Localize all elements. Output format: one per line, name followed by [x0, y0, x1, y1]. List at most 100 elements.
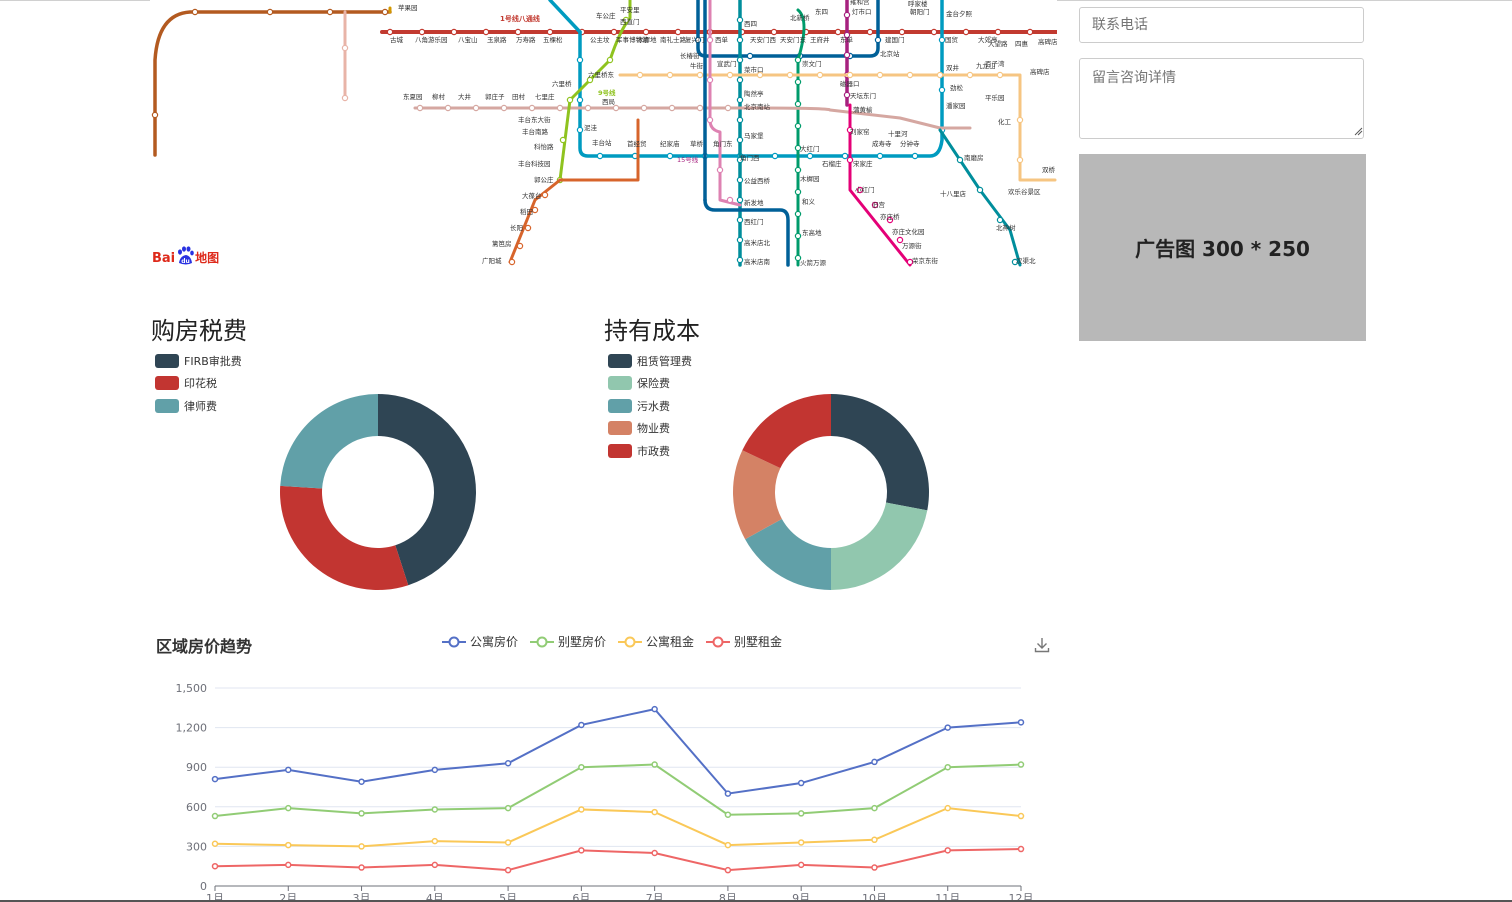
data-point[interactable] [431, 806, 439, 813]
station-dot[interactable] [726, 196, 734, 204]
data-point[interactable] [724, 811, 732, 818]
data-point[interactable] [944, 804, 951, 812]
station-dot[interactable] [846, 71, 854, 79]
station-dot[interactable] [610, 28, 618, 36]
data-point[interactable] [797, 779, 805, 787]
station-dot[interactable] [668, 104, 676, 112]
station-dot[interactable] [724, 104, 732, 112]
station-dot[interactable] [694, 36, 702, 44]
station-dot[interactable] [386, 28, 394, 36]
holding-cost-slice[interactable] [742, 394, 831, 469]
data-point[interactable] [504, 759, 512, 767]
station-dot[interactable] [874, 36, 882, 44]
line-14[interactable] [413, 106, 972, 130]
station-dot[interactable] [994, 28, 1002, 36]
subway-line[interactable] [548, 0, 582, 34]
station-dot[interactable] [450, 28, 458, 36]
data-point[interactable] [1017, 761, 1025, 768]
purchase-tax-slice[interactable] [280, 485, 409, 590]
data-point[interactable] [724, 841, 732, 849]
station-dot[interactable] [996, 71, 1004, 79]
station-dot[interactable] [794, 78, 802, 86]
station-dot[interactable] [266, 8, 274, 16]
line-fangshan[interactable] [508, 178, 562, 264]
station-dot[interactable] [736, 256, 744, 264]
station-dot[interactable] [559, 136, 567, 144]
data-point[interactable] [285, 804, 292, 812]
station-dot[interactable] [706, 116, 714, 124]
station-dot[interactable] [794, 254, 802, 262]
station-dot[interactable] [911, 152, 919, 160]
station-dot[interactable] [896, 236, 904, 244]
data-point[interactable] [504, 804, 512, 812]
purchase-tax-donut[interactable] [273, 387, 483, 597]
station-dot[interactable] [472, 104, 480, 112]
holding-cost-slice[interactable] [831, 502, 928, 590]
station-dot[interactable] [843, 51, 851, 59]
station-dot[interactable] [566, 96, 574, 104]
station-dot[interactable] [746, 52, 754, 60]
station-dot[interactable] [1016, 116, 1024, 124]
station-dot[interactable] [586, 76, 594, 84]
station-dot[interactable] [736, 216, 744, 224]
data-point[interactable] [944, 724, 951, 731]
data-point[interactable] [285, 841, 292, 849]
station-dot[interactable] [996, 216, 1004, 224]
station-dot[interactable] [930, 28, 938, 36]
data-point[interactable] [504, 866, 512, 874]
data-point[interactable] [1017, 812, 1025, 820]
station-dot[interactable] [871, 201, 879, 209]
station-dot[interactable] [716, 166, 724, 174]
station-dot[interactable] [341, 44, 349, 52]
data-point[interactable] [1017, 719, 1025, 726]
station-dot[interactable] [500, 104, 508, 112]
station-dot[interactable] [151, 111, 159, 119]
data-point[interactable] [797, 810, 805, 817]
station-dot[interactable] [938, 36, 946, 44]
data-point[interactable] [358, 864, 365, 871]
station-dot[interactable] [816, 71, 824, 79]
data-point[interactable] [578, 806, 585, 813]
station-dot[interactable] [866, 28, 874, 36]
data-point[interactable] [431, 837, 439, 845]
station-dot[interactable] [546, 28, 554, 36]
station-dot[interactable] [556, 104, 564, 112]
data-point[interactable] [578, 763, 585, 771]
subway-line[interactable] [558, 118, 640, 182]
data-point[interactable] [358, 778, 365, 785]
station-dot[interactable] [381, 8, 389, 16]
data-point[interactable] [871, 836, 878, 844]
data-point[interactable] [651, 705, 658, 713]
line-10[interactable] [578, 0, 944, 158]
station-dot[interactable] [962, 28, 970, 36]
station-dot[interactable] [794, 166, 802, 174]
data-point[interactable] [285, 861, 292, 869]
station-dot[interactable] [191, 8, 199, 16]
data-point[interactable] [797, 861, 805, 869]
holding-cost-slice[interactable] [831, 394, 929, 511]
data-point[interactable] [651, 849, 658, 857]
station-dot[interactable] [674, 28, 682, 36]
station-dot[interactable] [876, 71, 884, 79]
legend-item-sewage[interactable]: 污水费 [608, 399, 670, 413]
data-point[interactable] [871, 804, 878, 812]
data-point[interactable] [1017, 845, 1025, 853]
station-dot[interactable] [794, 122, 802, 130]
station-dot[interactable] [541, 191, 549, 199]
legend-series-apartment-rent[interactable]: 公寓租金 [618, 633, 694, 650]
series-line[interactable] [214, 807, 1022, 848]
station-dot[interactable] [876, 152, 884, 160]
station-dot[interactable] [794, 188, 802, 196]
station-dot[interactable] [936, 71, 944, 79]
station-dot[interactable] [584, 104, 592, 112]
phone-input[interactable] [1079, 7, 1364, 43]
legend-series-apartment-price[interactable]: 公寓房价 [442, 633, 518, 650]
station-dot[interactable] [576, 126, 584, 134]
station-dot[interactable] [843, 11, 851, 19]
station-dot[interactable] [898, 28, 906, 36]
data-point[interactable] [724, 866, 732, 874]
station-dot[interactable] [666, 71, 674, 79]
station-dot[interactable] [736, 16, 744, 24]
legend-item-lawyer-fee[interactable]: 律师费 [155, 399, 217, 413]
